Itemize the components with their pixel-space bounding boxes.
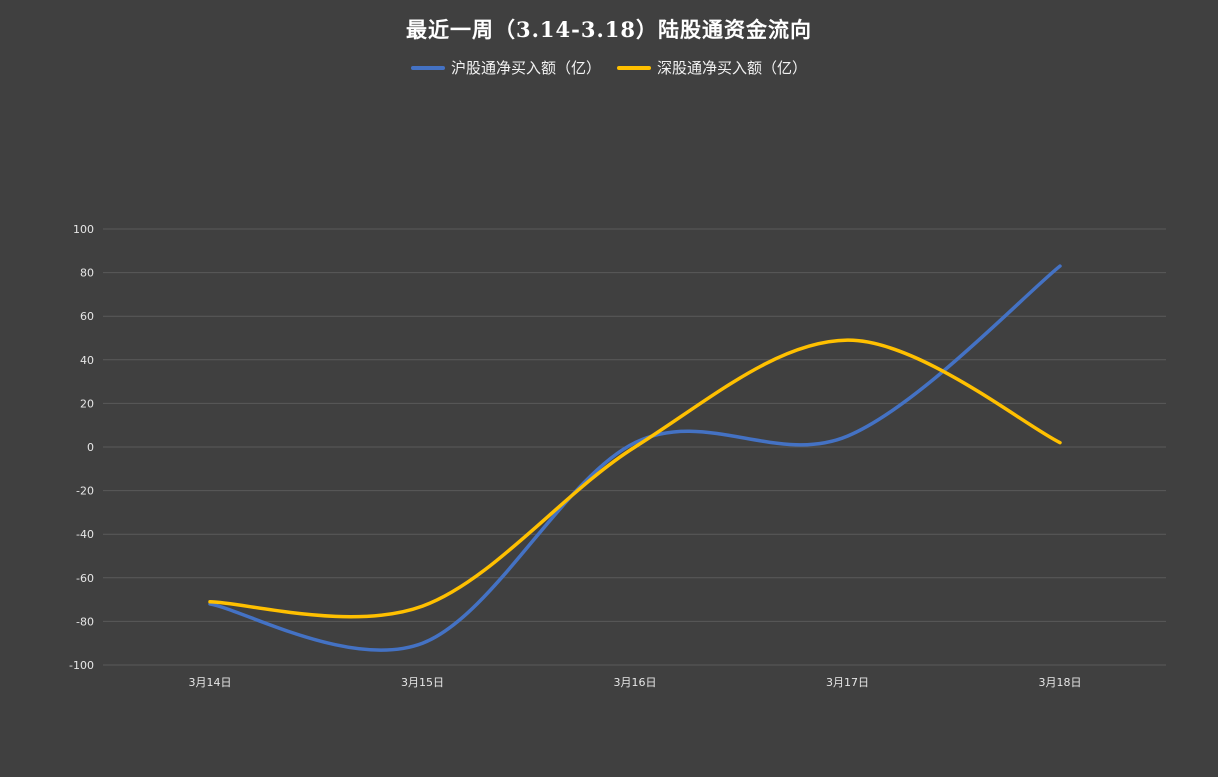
x-tick-label: 3月15日 (401, 676, 444, 689)
legend-swatch-sh (410, 65, 445, 70)
y-tick-label: 80 (80, 267, 94, 280)
y-tick-label: 0 (87, 441, 94, 454)
y-tick-labels: 100 80 60 40 20 0 -20 -40 -60 -80 -100 (69, 223, 94, 672)
series-line-sz (208, 338, 1062, 619)
chart-title: 最近一周（3.14-3.18）陆股通资金流向 (405, 17, 812, 42)
legend-item-sh: 沪股通净买入额（亿） (410, 57, 601, 78)
legend-label-sz: 深股通净买入额（亿） (657, 59, 808, 77)
y-tick-label: -20 (76, 485, 94, 498)
y-tick-label: -100 (69, 659, 94, 672)
legend-item-sz: 深股通净买入额（亿） (617, 57, 807, 78)
series-layer (208, 264, 1062, 652)
x-tick-labels: 3月14日 3月15日 3月16日 3月17日 3月18日 (189, 676, 1082, 689)
y-tick-label: 20 (80, 397, 94, 410)
legend-swatch-sz (617, 65, 651, 70)
x-tick-label: 3月18日 (1039, 676, 1082, 689)
y-tick-label: 40 (80, 354, 94, 367)
x-tick-label: 3月17日 (826, 676, 869, 689)
legend-label-sh: 沪股通净买入额（亿） (450, 59, 601, 77)
y-tick-label: -40 (76, 528, 94, 541)
chart-legend: 沪股通净买入额（亿） 深股通净买入额（亿） (0, 57, 1218, 78)
y-tick-label: 60 (80, 310, 94, 323)
y-tick-label: 100 (73, 223, 94, 236)
x-tick-label: 3月16日 (614, 676, 657, 689)
series-line-sh (208, 264, 1062, 652)
y-tick-label: -60 (76, 572, 94, 585)
x-tick-label: 3月14日 (189, 676, 232, 689)
y-tick-label: -80 (76, 615, 94, 628)
